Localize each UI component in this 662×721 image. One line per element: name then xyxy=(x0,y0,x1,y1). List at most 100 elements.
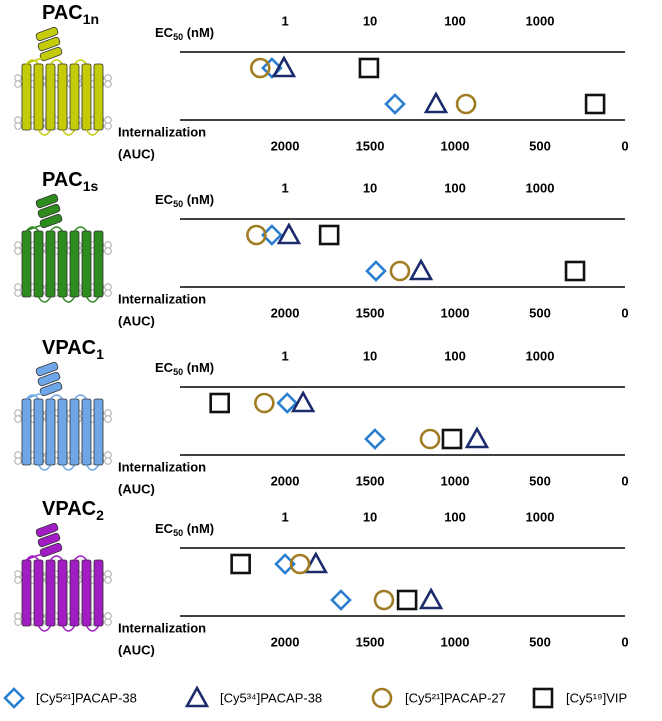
circle-marker xyxy=(419,428,441,450)
ec50-tick-label: 100 xyxy=(444,509,466,524)
circle-marker xyxy=(246,224,267,246)
internalization-tick-label: 2000 xyxy=(271,473,300,488)
internalization-tick-label: 1500 xyxy=(356,305,385,320)
square-marker xyxy=(230,553,251,575)
helix xyxy=(81,63,92,131)
loop xyxy=(73,555,88,561)
loop xyxy=(37,129,52,136)
loop xyxy=(49,226,64,232)
ec50-label-rest: (nM) xyxy=(183,360,214,375)
square-marker xyxy=(209,392,230,414)
lipid xyxy=(14,289,22,297)
helix xyxy=(69,63,80,131)
ec50-label-main: EC xyxy=(155,192,174,207)
helix xyxy=(21,63,32,131)
helix xyxy=(57,398,68,466)
lipid xyxy=(14,576,22,584)
loop xyxy=(37,464,52,471)
circle-marker xyxy=(289,553,311,575)
lipid xyxy=(104,618,112,626)
loop xyxy=(85,129,100,136)
loop xyxy=(61,296,76,303)
internalization-tick-label: 0 xyxy=(621,473,628,488)
helix xyxy=(69,230,80,298)
ec50-label-rest: (nM) xyxy=(183,25,214,40)
diamond-marker xyxy=(364,428,386,450)
internalization-tick-label: 0 xyxy=(621,634,628,649)
internalization-label: Internalization xyxy=(118,291,206,306)
n-term-link xyxy=(25,392,43,400)
internalization-tick-label: 2000 xyxy=(271,634,300,649)
ec50-label-rest: (nM) xyxy=(183,192,214,207)
helix xyxy=(57,230,68,298)
triangle-marker xyxy=(276,222,302,245)
diamond-marker xyxy=(365,260,387,282)
triangle-marker xyxy=(290,390,316,413)
loop xyxy=(85,625,100,632)
square-marker xyxy=(584,93,606,115)
ec50-tick-label: 1000 xyxy=(526,348,555,363)
lipid xyxy=(104,289,112,297)
ec50-tick-label: 1 xyxy=(281,180,288,195)
loop xyxy=(49,555,64,561)
lipid xyxy=(104,80,112,88)
diamond-marker xyxy=(330,589,352,611)
legend-label: [Cy5¹⁹]VIP xyxy=(566,690,627,705)
title-sub: 2 xyxy=(96,507,104,523)
helix xyxy=(69,559,80,627)
square-marker xyxy=(318,224,340,246)
n-term-helix xyxy=(37,203,61,219)
diamond-marker xyxy=(276,392,299,414)
ec50-label-main: EC xyxy=(155,521,174,536)
helix xyxy=(69,398,80,466)
title-main: PAC xyxy=(42,2,83,24)
triangle-marker xyxy=(464,426,490,449)
lipid xyxy=(104,576,112,584)
triangle-marker xyxy=(423,91,449,114)
internalization-label: (AUC) xyxy=(118,146,155,161)
lipid xyxy=(14,457,22,465)
n-term-helix xyxy=(35,361,59,377)
helix xyxy=(45,63,56,131)
n-term-helix xyxy=(37,36,61,52)
legend-marker xyxy=(532,687,554,709)
ec50-tick-label: 1000 xyxy=(526,509,555,524)
helix xyxy=(33,63,44,131)
circle-marker xyxy=(455,93,477,115)
n-term-helix xyxy=(37,532,61,548)
helix xyxy=(93,230,104,298)
internalization-tick-label: 0 xyxy=(621,305,628,320)
receptor-icon xyxy=(14,26,112,136)
circle-marker xyxy=(249,57,271,79)
n-term-helix xyxy=(35,193,59,209)
ec50-label-sub: 50 xyxy=(173,528,183,538)
panel-title: PAC1s xyxy=(42,169,99,193)
internalization-label: Internalization xyxy=(118,124,206,139)
helix xyxy=(57,559,68,627)
ec50-tick-label: 1 xyxy=(281,509,288,524)
internalization-tick-label: 1000 xyxy=(441,634,470,649)
ec50-tick-label: 10 xyxy=(363,180,377,195)
lipid xyxy=(104,122,112,130)
internalization-label: (AUC) xyxy=(118,481,155,496)
loop xyxy=(61,464,76,471)
internalization-label: Internalization xyxy=(118,459,206,474)
helix xyxy=(33,398,44,466)
internalization-tick-label: 2000 xyxy=(271,138,300,153)
helix xyxy=(33,559,44,627)
loop xyxy=(85,296,100,303)
ec50-tick-label: 10 xyxy=(363,348,377,363)
title-main: VPAC xyxy=(42,337,96,359)
internalization-label: (AUC) xyxy=(118,313,155,328)
loop xyxy=(73,59,88,65)
ec50-label-rest: (nM) xyxy=(183,521,214,536)
internalization-label: (AUC) xyxy=(118,642,155,657)
helix xyxy=(93,398,104,466)
receptor-icon xyxy=(14,193,112,303)
internalization-tick-label: 1000 xyxy=(441,305,470,320)
lipid xyxy=(104,457,112,465)
title-sub: 1n xyxy=(83,11,99,27)
loop xyxy=(61,129,76,136)
n-term-helix xyxy=(35,522,59,538)
lipid xyxy=(14,415,22,423)
